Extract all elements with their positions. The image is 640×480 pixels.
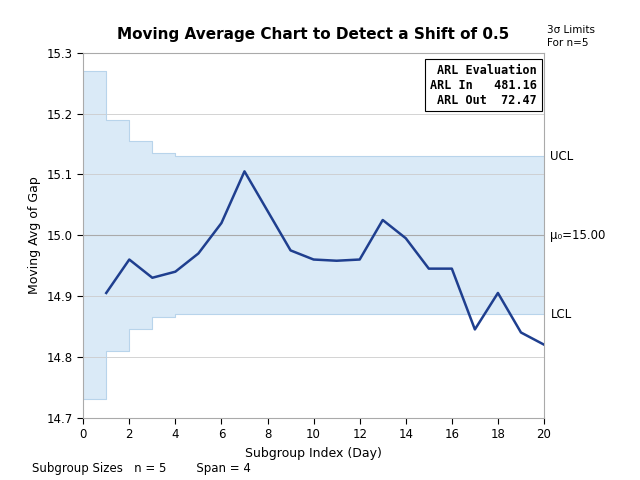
Text: Subgroup Sizes   n = 5        Span = 4: Subgroup Sizes n = 5 Span = 4: [32, 462, 251, 475]
X-axis label: Subgroup Index (Day): Subgroup Index (Day): [245, 446, 382, 459]
Text: μ₀=15.00: μ₀=15.00: [550, 228, 606, 242]
Title: Moving Average Chart to Detect a Shift of 0.5: Moving Average Chart to Detect a Shift o…: [118, 27, 509, 42]
Y-axis label: Moving Avg of Gap: Moving Avg of Gap: [28, 176, 41, 294]
Text: ARL Evaluation
ARL In   481.16
ARL Out  72.47: ARL Evaluation ARL In 481.16 ARL Out 72.…: [430, 64, 537, 107]
Text: UCL: UCL: [550, 150, 573, 163]
Text: 3σ Limits
For n=5: 3σ Limits For n=5: [547, 25, 595, 48]
Text: LCL: LCL: [550, 308, 572, 321]
